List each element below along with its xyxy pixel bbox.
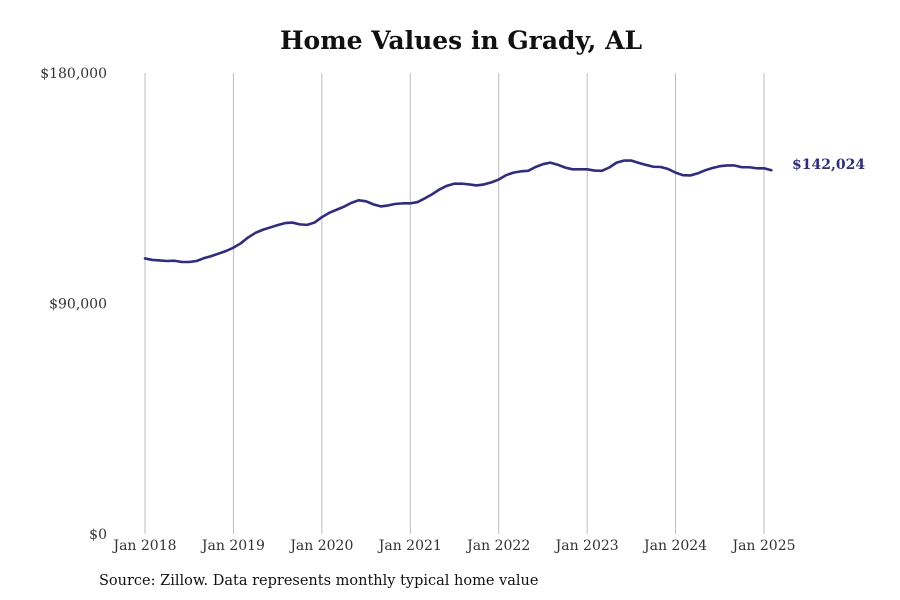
x-tick-label: Jan 2021 bbox=[377, 538, 442, 554]
x-tick-label: Jan 2023 bbox=[554, 538, 619, 554]
x-tick-label: Jan 2020 bbox=[288, 538, 353, 554]
end-value-label-layer: $142,024 bbox=[792, 157, 865, 173]
grid-layer bbox=[144, 73, 765, 534]
y-tick-label: $180,000 bbox=[40, 66, 107, 82]
x-tick-label: Jan 2024 bbox=[642, 538, 707, 554]
x-tick-label: Jan 2018 bbox=[111, 538, 176, 554]
source-note: Source: Zillow. Data represents monthly … bbox=[99, 573, 539, 589]
chart-title: Home Values in Grady, AL bbox=[279, 26, 643, 55]
x-tick-label: Jan 2025 bbox=[730, 538, 795, 554]
y-axis-ticks: $0 $90,000 $180,000 bbox=[40, 66, 107, 543]
x-axis-ticks: Jan 2018 Jan 2019 Jan 2020 Jan 2021 Jan 2022… bbox=[111, 538, 795, 554]
y-tick-label: $0 bbox=[89, 527, 107, 543]
series-line bbox=[143, 159, 773, 264]
end-value-label: $142,024 bbox=[792, 157, 865, 173]
series-layer bbox=[143, 159, 773, 264]
x-tick-label: Jan 2019 bbox=[200, 538, 265, 554]
x-tick-label: Jan 2022 bbox=[465, 538, 530, 554]
y-tick-label: $90,000 bbox=[49, 297, 107, 313]
